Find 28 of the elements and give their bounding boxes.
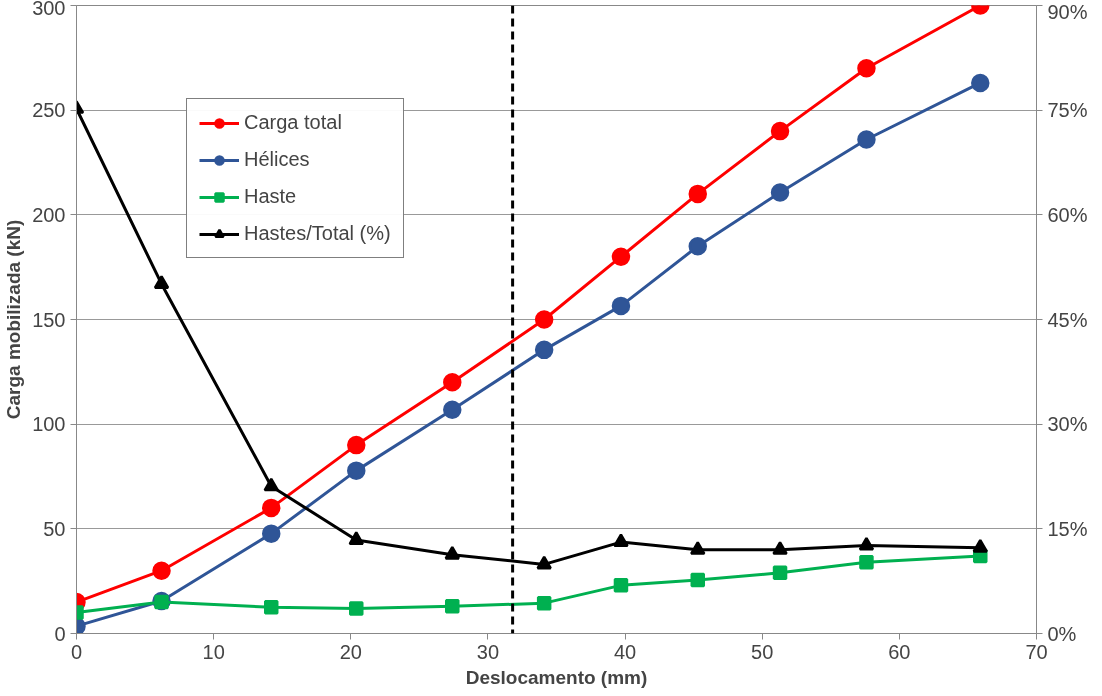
y2-tick-label: 30% [1047,413,1088,436]
y-tick-label: 100 [32,413,66,436]
x-axis-title: Deslocamento (mm) [465,666,648,688]
y2-tick-label: 45% [1047,308,1088,331]
y-tick-label: 50 [43,517,66,540]
legend-label: Hélices [244,148,310,171]
y-tick-label: 0 [54,622,66,645]
legend-label: Carga total [244,111,342,134]
legend-label: Haste [244,185,297,208]
y2-tick-label: 15% [1047,517,1088,540]
legend-label: Hastes/Total (%) [244,222,391,245]
y2-tick-label: 90% [1047,0,1088,23]
x-tick-label: 10 [202,640,225,663]
x-tick-label: 30 [476,640,500,663]
y-tick-label: 250 [32,99,66,122]
y2-tick-label: 75% [1047,99,1088,122]
x-tick-label: 20 [339,640,362,663]
x-tick-label: 0 [70,640,83,663]
x-tick-label: 60 [888,640,911,663]
y-tick-label: 200 [32,203,66,226]
y2-tick-label: 60% [1047,203,1088,226]
y-tick-label: 150 [32,308,66,331]
y-axis-title: Carga mobilizada (kN) [3,219,25,420]
x-tick-label: 40 [613,640,637,663]
x-tick-label: 50 [751,640,774,663]
x-tick-label: 70 [1025,640,1048,663]
y2-tick-label: 0% [1047,622,1077,645]
y-tick-label: 300 [32,0,66,19]
